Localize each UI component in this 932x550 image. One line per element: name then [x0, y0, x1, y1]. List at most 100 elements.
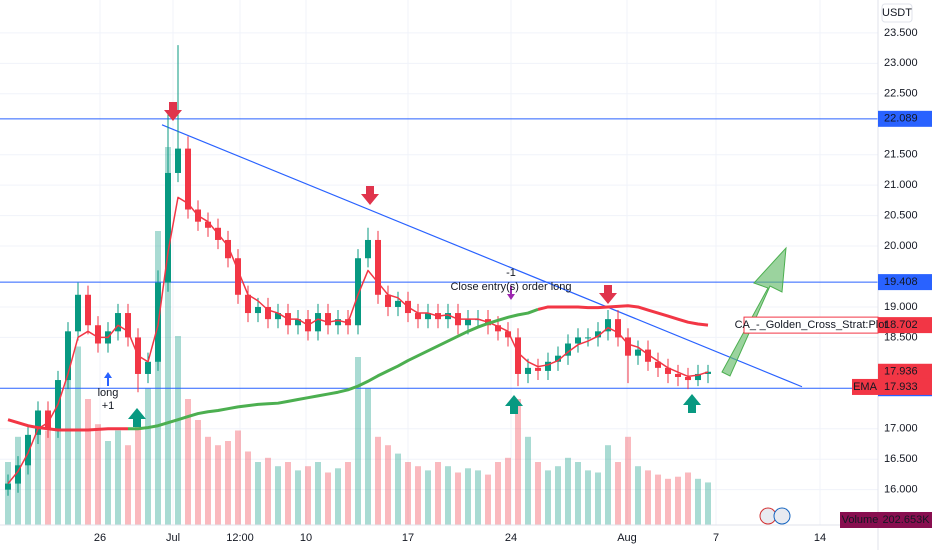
volume-bar: [265, 457, 271, 525]
volume-bar: [335, 468, 341, 525]
volume-bar: [595, 472, 601, 525]
volume-bar: [645, 470, 651, 525]
volume-bar: [235, 430, 241, 525]
volume-bar: [205, 436, 211, 525]
indicator-line: [128, 307, 539, 431]
candle-body: [635, 349, 641, 356]
volume-bar: [135, 420, 141, 525]
indicator-line: [7, 196, 709, 485]
plot-label-box: [878, 317, 932, 334]
volume-bar: [485, 474, 491, 525]
volume-bar: [195, 420, 201, 525]
volume-bar: [355, 357, 361, 525]
candle-body: [665, 367, 671, 374]
volume-bar: [105, 441, 111, 525]
volume-bar: [385, 445, 391, 525]
volume-name: Volume: [842, 514, 879, 526]
annotation: long: [98, 387, 119, 399]
volume-bar: [705, 482, 711, 525]
candle-body: [575, 337, 581, 344]
y-tick-label: 16.500: [884, 453, 918, 465]
last-price-label: 17.936: [884, 366, 918, 378]
ema-value: 17.933: [884, 381, 918, 393]
candle-body: [545, 361, 551, 371]
candle-body: [525, 367, 531, 374]
candle-body: [165, 172, 171, 283]
x-tick-label: 12:00: [226, 532, 254, 544]
volume-bar: [75, 346, 81, 525]
candle-body: [115, 313, 121, 332]
volume-bar: [185, 399, 191, 525]
candle-body: [425, 313, 431, 320]
volume-bar: [665, 478, 671, 525]
volume-bar: [465, 468, 471, 525]
last-price-label-box: [878, 363, 932, 380]
volume-bar: [435, 462, 441, 525]
volume-bar: [605, 445, 611, 525]
volume-bar: [525, 436, 531, 525]
y-tick-label: 18.500: [884, 331, 918, 343]
level-label-box: [878, 274, 932, 291]
volume-bar: [25, 445, 31, 525]
candle-body: [705, 371, 711, 374]
x-tick-label: 26: [94, 532, 106, 544]
buy-arrow: [683, 394, 701, 413]
volume-bar: [535, 462, 541, 525]
candle-body: [565, 343, 571, 356]
volume-bar: [315, 462, 321, 525]
plot-name: CA_-_Golden_Cross_Strat:Plot: [735, 319, 888, 331]
y-tick-label: 16.000: [884, 484, 918, 496]
sell-arrow: [164, 102, 182, 121]
buy-arrow: [128, 408, 146, 427]
volume-bar: [495, 462, 501, 525]
volume-bar: [555, 466, 561, 525]
volume-bar: [575, 462, 581, 525]
x-tick-label: 17: [402, 532, 414, 544]
currency-box[interactable]: [881, 3, 913, 23]
candle-body: [685, 377, 691, 381]
volume-value: 202.653K: [882, 514, 930, 526]
volume-bar: [95, 424, 101, 525]
volume-bar: [145, 388, 151, 525]
candle-body: [585, 337, 591, 339]
volume-bar: [505, 457, 511, 525]
volume-bar: [675, 476, 681, 525]
candle-body: [265, 306, 271, 320]
annotation: -1: [506, 267, 516, 279]
y-tick-label: 20.500: [884, 210, 918, 222]
candle-body: [255, 306, 261, 314]
x-tick-label: 7: [713, 532, 719, 544]
candle-body: [245, 294, 251, 314]
volume-bar: [275, 466, 281, 525]
candle-body: [225, 239, 231, 259]
candle-body: [65, 331, 71, 381]
candle-body: [615, 319, 621, 338]
volume-bar: [655, 474, 661, 525]
volume-bar: [255, 462, 261, 525]
candle-body: [675, 373, 681, 378]
y-tick-label: 19.000: [884, 301, 918, 313]
candle-body: [45, 410, 51, 429]
sell-arrow: [599, 285, 617, 304]
ema-name: EMA: [853, 381, 878, 393]
volume-bar: [215, 445, 221, 525]
event-icon[interactable]: [773, 507, 791, 525]
candle-body: [235, 258, 241, 295]
candle-body: [205, 221, 211, 228]
volume-bar: [35, 420, 41, 525]
buy-arrow: [505, 395, 523, 414]
trend-line: [161, 124, 803, 388]
volume-bar: [585, 470, 591, 525]
candle-body: [465, 319, 471, 326]
candle-body: [655, 361, 661, 368]
indicator-line: [537, 304, 709, 327]
candle-body: [645, 349, 651, 362]
candle-body: [315, 313, 321, 332]
candle-body: [495, 325, 501, 332]
candle-body: [325, 313, 331, 326]
candle-body: [15, 465, 21, 484]
y-tick-label: 17.000: [884, 423, 918, 435]
y-tick-label: 23.000: [884, 57, 918, 69]
level-label: 22.089: [884, 113, 918, 125]
